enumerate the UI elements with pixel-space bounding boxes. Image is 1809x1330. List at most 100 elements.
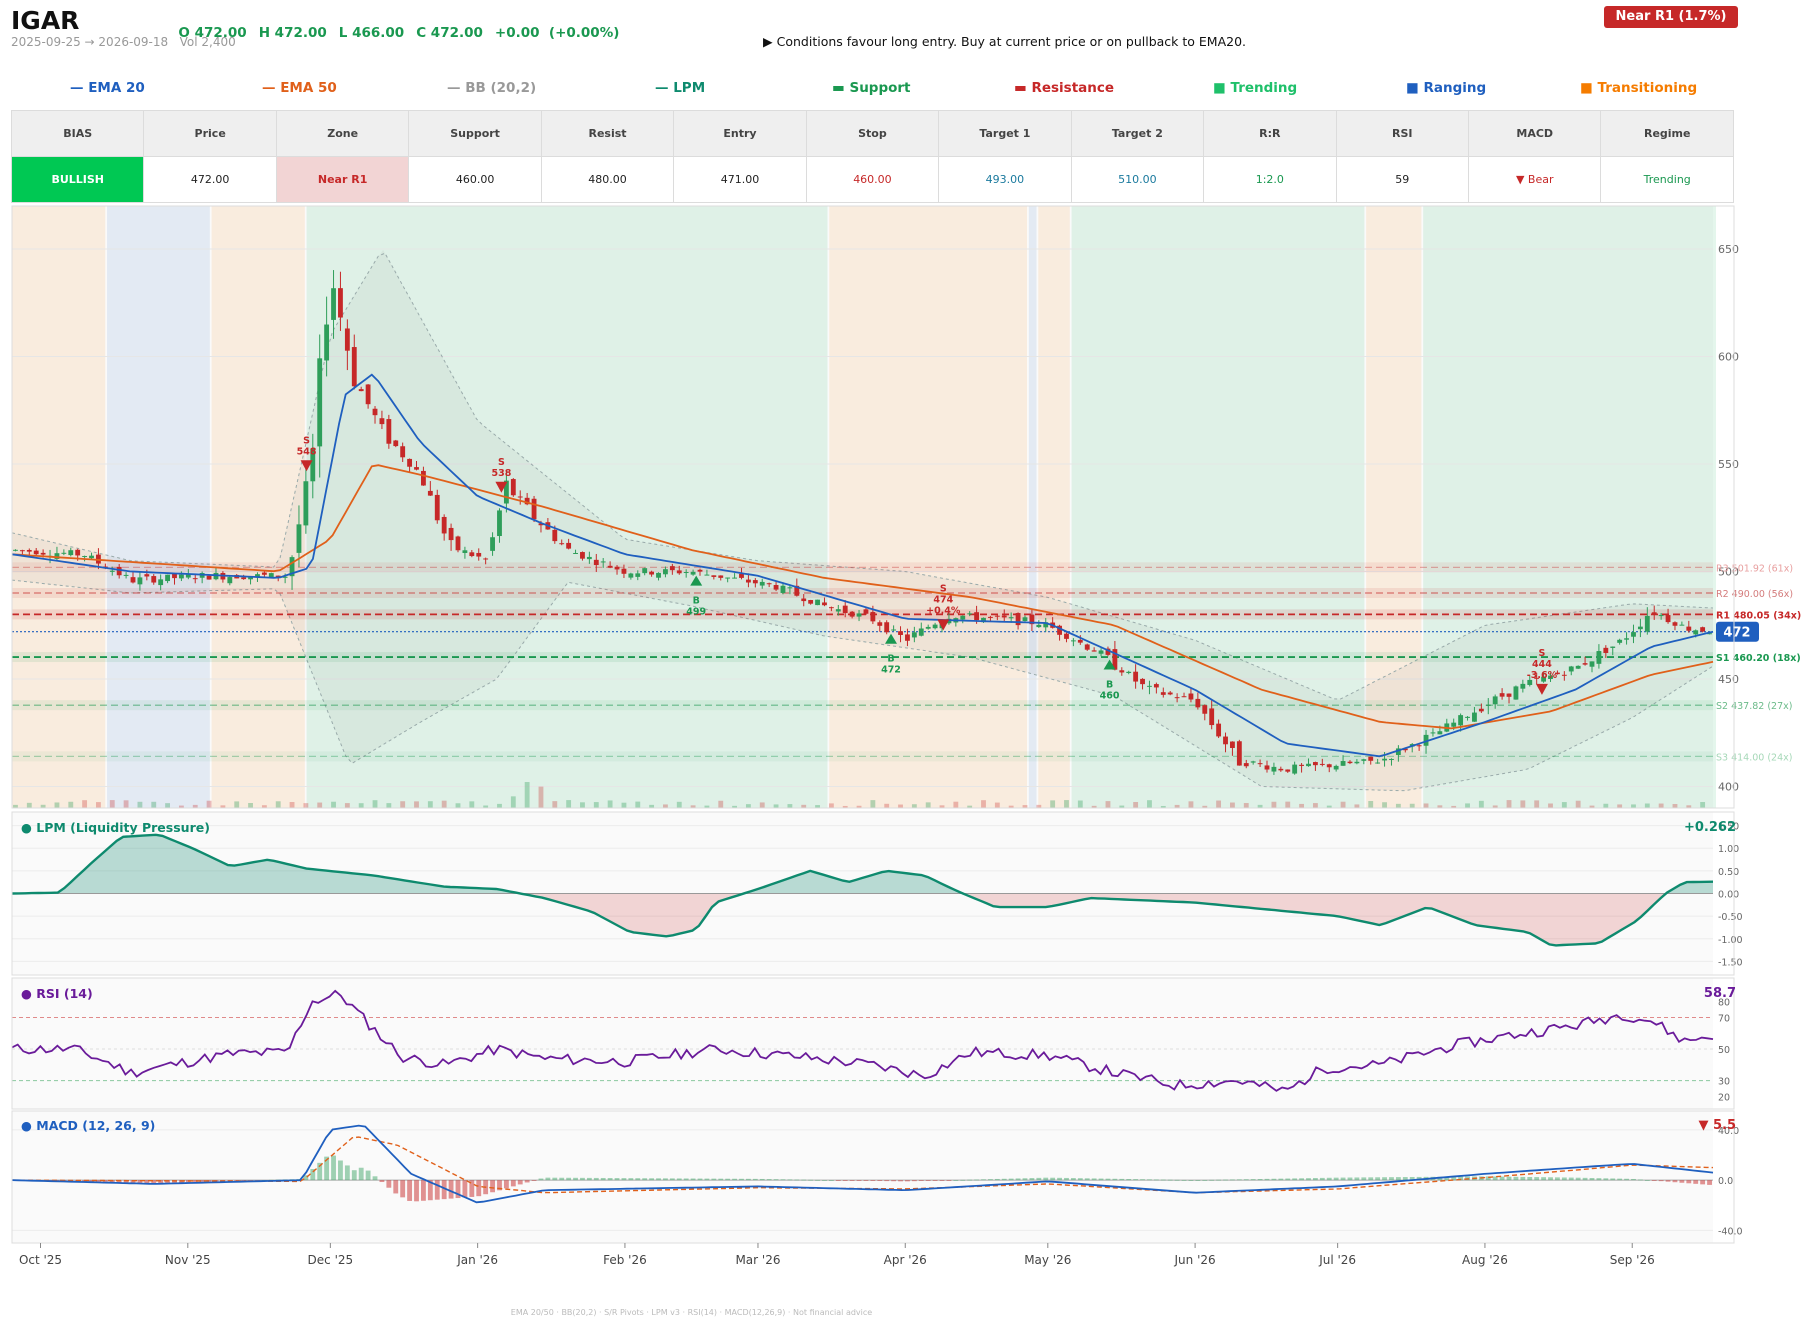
price-panel-bg bbox=[12, 206, 1713, 808]
macd-histogram-bar bbox=[1548, 1177, 1553, 1181]
volume-bar bbox=[414, 801, 419, 808]
macd-histogram-bar bbox=[1174, 1179, 1180, 1181]
candle-body bbox=[1264, 765, 1270, 770]
play-icon: ▶ bbox=[763, 34, 773, 49]
candle-body bbox=[1126, 671, 1132, 674]
candle-body bbox=[745, 579, 751, 583]
legend-item-transitioning[interactable]: ■ Transitioning bbox=[1580, 80, 1697, 96]
close-value: C 472.00 bbox=[416, 25, 483, 41]
level-label-r1: R1 480.05 (34x) bbox=[1716, 610, 1801, 621]
legend-item-ema-20[interactable]: — EMA 20 bbox=[70, 80, 145, 96]
candle-body bbox=[1658, 615, 1664, 617]
macd-histogram-bar bbox=[1506, 1176, 1512, 1181]
value-cell-r-r: 1:2.0 bbox=[1203, 156, 1337, 203]
macd-histogram-bar bbox=[386, 1180, 392, 1188]
macd-histogram-bar bbox=[828, 1180, 834, 1181]
macd-histogram-bar bbox=[144, 1180, 150, 1184]
macd-histogram-bar bbox=[697, 1178, 703, 1181]
volume-bar bbox=[1395, 803, 1401, 808]
macd-histogram-bar bbox=[358, 1167, 364, 1181]
candle-body bbox=[1534, 677, 1540, 679]
macd-histogram-bar bbox=[974, 1179, 980, 1181]
legend-label: Trending bbox=[1230, 80, 1298, 96]
volume-bar bbox=[1368, 800, 1374, 808]
x-tick-label: Apr '26 bbox=[884, 1253, 927, 1267]
legend-label: EMA 20 bbox=[88, 80, 145, 96]
candle-body bbox=[137, 577, 143, 585]
macd-histogram-bar bbox=[1693, 1180, 1699, 1184]
macd-histogram-bar bbox=[1153, 1179, 1159, 1181]
candle-body bbox=[1299, 764, 1304, 766]
candle-body bbox=[1492, 696, 1498, 705]
candle-body bbox=[1485, 704, 1491, 706]
macd-histogram-bar bbox=[1278, 1178, 1284, 1181]
candle-body bbox=[1188, 693, 1194, 700]
candle-body bbox=[884, 622, 890, 633]
candle-body bbox=[1610, 646, 1616, 648]
legend-item-lpm[interactable]: — LPM bbox=[655, 80, 705, 96]
legend-item-resistance[interactable]: ▬ Resistance bbox=[1014, 80, 1114, 96]
candle-body bbox=[1617, 639, 1623, 643]
macd-histogram-bar bbox=[1561, 1177, 1567, 1181]
candle-body bbox=[960, 615, 966, 620]
macd-histogram-bar bbox=[808, 1179, 814, 1181]
macd-histogram-bar bbox=[469, 1180, 475, 1197]
candle-body bbox=[1644, 615, 1650, 632]
lpm-negative-area bbox=[12, 893, 1713, 946]
legend-item-ema-50[interactable]: — EMA 50 bbox=[262, 80, 337, 96]
candle-body bbox=[697, 569, 703, 572]
macd-histogram-bar bbox=[635, 1178, 641, 1181]
candle-body bbox=[794, 585, 800, 596]
volume-bar bbox=[1589, 805, 1595, 808]
volume-bar bbox=[1561, 802, 1567, 808]
volume-bar bbox=[289, 802, 295, 808]
volume-bar bbox=[82, 800, 88, 808]
volume-bar bbox=[676, 801, 682, 808]
candle-body bbox=[379, 418, 385, 425]
legend-item-trending[interactable]: ■ Trending bbox=[1213, 80, 1297, 96]
candle-body bbox=[469, 552, 475, 557]
macd-histogram-bar bbox=[1589, 1177, 1595, 1181]
rsi-value: 58.7 bbox=[1703, 986, 1736, 1001]
chart-legend: — EMA 20 — EMA 50 — BB (20,2) — LPM ▬ Suppor… bbox=[0, 80, 1809, 100]
legend-item-support[interactable]: ▬ Support bbox=[832, 80, 911, 96]
candle-body bbox=[801, 598, 807, 602]
volume-bar bbox=[1326, 805, 1332, 808]
candle-body bbox=[1637, 626, 1643, 630]
macd-histogram-bar bbox=[455, 1180, 461, 1199]
volume-bar bbox=[1492, 805, 1498, 808]
candle-body bbox=[1561, 674, 1567, 676]
macd-histogram-bar bbox=[407, 1180, 413, 1201]
candle-body bbox=[75, 549, 81, 556]
volume-bar bbox=[26, 802, 32, 808]
sell-signal-label: S bbox=[940, 583, 947, 594]
legend-swatch-icon: ▬ bbox=[832, 80, 850, 96]
macd-histogram-bar bbox=[994, 1178, 1000, 1181]
volume-bar bbox=[538, 786, 544, 808]
buy-signal-label: B bbox=[693, 596, 700, 607]
macd-histogram-bar bbox=[1147, 1179, 1152, 1181]
value-cell-target-1: 493.00 bbox=[938, 156, 1072, 203]
volume-bar bbox=[663, 804, 668, 808]
volume-bar bbox=[1271, 801, 1277, 808]
macd-histogram-bar bbox=[1658, 1180, 1664, 1182]
macd-histogram-bar bbox=[1409, 1176, 1415, 1181]
macd-histogram-bar bbox=[1098, 1178, 1104, 1181]
candle-body bbox=[925, 626, 931, 629]
ema20-line bbox=[11, 373, 1714, 758]
legend-item-bb-20-2[interactable]: — BB (20,2) bbox=[447, 80, 536, 96]
macd-histogram-bar bbox=[1534, 1177, 1540, 1181]
candle-body bbox=[1465, 716, 1470, 718]
macd-histogram-bar bbox=[1451, 1176, 1457, 1181]
candle-body bbox=[497, 510, 502, 537]
macd-histogram-bar bbox=[1582, 1177, 1588, 1181]
volume-bar bbox=[690, 805, 696, 808]
legend-item-ranging[interactable]: ■ Ranging bbox=[1406, 80, 1486, 96]
macd-histogram-bar bbox=[794, 1179, 800, 1181]
price-tick-label: 400 bbox=[1718, 781, 1739, 794]
candle-body bbox=[1347, 761, 1353, 764]
buy-signal-label: 499 bbox=[686, 607, 706, 618]
macd-histogram-bar bbox=[1209, 1179, 1215, 1181]
macd-histogram-bar bbox=[524, 1180, 530, 1183]
